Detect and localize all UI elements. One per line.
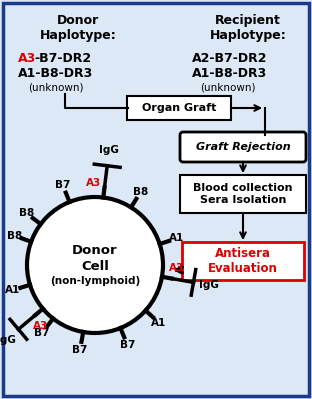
Text: Cell: Cell: [81, 259, 109, 273]
Text: (unknown): (unknown): [28, 82, 84, 92]
FancyBboxPatch shape: [180, 132, 306, 162]
Text: Antisera
Evaluation: Antisera Evaluation: [208, 247, 278, 275]
FancyBboxPatch shape: [127, 96, 231, 120]
Text: Recipient
Haplotype:: Recipient Haplotype:: [210, 14, 286, 42]
FancyBboxPatch shape: [3, 3, 309, 396]
Text: (non-lymphoid): (non-lymphoid): [50, 276, 140, 286]
Text: Donor: Donor: [72, 245, 118, 257]
Text: B7: B7: [34, 328, 50, 338]
FancyBboxPatch shape: [180, 175, 306, 213]
Text: (unknown): (unknown): [200, 82, 256, 92]
Text: A1-B8-DR3: A1-B8-DR3: [192, 67, 267, 80]
Text: Donor
Haplotype:: Donor Haplotype:: [40, 14, 116, 42]
Text: B8: B8: [7, 231, 22, 241]
Text: A3: A3: [33, 321, 48, 331]
Text: B8: B8: [133, 187, 148, 197]
Text: Blood collection
Sera Isolation: Blood collection Sera Isolation: [193, 183, 293, 205]
Text: Graft Rejection: Graft Rejection: [196, 142, 290, 152]
Text: IgG: IgG: [199, 280, 219, 290]
Text: A1-B8-DR3: A1-B8-DR3: [18, 67, 93, 80]
Text: B8: B8: [19, 208, 34, 218]
Text: A3: A3: [169, 263, 184, 273]
Text: A3: A3: [18, 52, 36, 65]
Text: B7: B7: [119, 340, 135, 350]
Text: A1: A1: [5, 285, 20, 295]
Text: A1: A1: [151, 318, 167, 328]
Text: IgG: IgG: [99, 145, 119, 155]
Text: Organ Graft: Organ Graft: [142, 103, 216, 113]
Text: A2-B7-DR2: A2-B7-DR2: [192, 52, 267, 65]
Text: IgG: IgG: [0, 335, 16, 345]
Text: -B7-DR2: -B7-DR2: [34, 52, 91, 65]
Circle shape: [27, 197, 163, 333]
Text: B7: B7: [55, 180, 71, 190]
Text: A1: A1: [169, 233, 184, 243]
FancyBboxPatch shape: [182, 242, 304, 280]
Text: B7: B7: [72, 345, 88, 355]
Text: A3: A3: [86, 178, 101, 188]
